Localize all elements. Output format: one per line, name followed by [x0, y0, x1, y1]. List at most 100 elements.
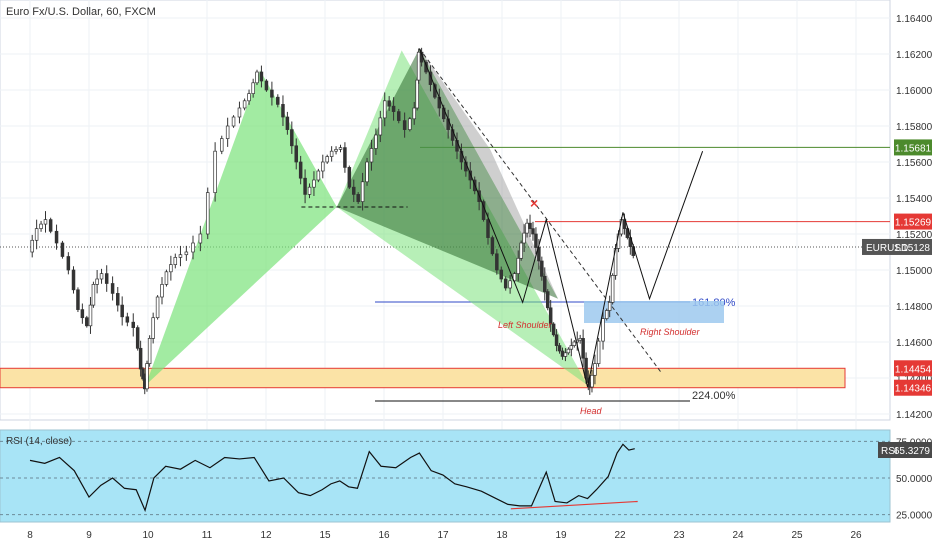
candle-body [415, 79, 419, 109]
candle-body [343, 147, 347, 168]
candle-body [490, 237, 495, 255]
candle-body [34, 228, 39, 241]
current-price-tag-bg [862, 238, 932, 255]
candle-body [537, 247, 541, 262]
rsi-tag-bg [878, 442, 932, 458]
x-tick-label: 15 [319, 530, 331, 541]
head-label: Head [580, 406, 603, 416]
candle-body [91, 284, 96, 306]
candle-body [30, 239, 34, 253]
candle-body [503, 278, 508, 289]
y-tick-label: 1.16000 [896, 86, 932, 97]
candle-body [66, 256, 71, 271]
y-tick-label: 1.15000 [896, 266, 932, 277]
y-tick-label: 1.14600 [896, 338, 932, 349]
rsi-tag-value: 65.3279 [894, 446, 931, 457]
candle-body [402, 120, 407, 130]
rsi-trendline [510, 500, 638, 510]
candle-body [151, 317, 155, 339]
rsi-tag-label: RSI [881, 446, 898, 457]
candle-body [60, 242, 65, 257]
candle-body [365, 161, 369, 183]
x-tick-label: 24 [732, 530, 744, 541]
candle-body [416, 51, 421, 81]
candle-body [125, 316, 130, 323]
candle-body [607, 302, 612, 311]
candle-body [604, 310, 609, 319]
dashed-trendline [418, 48, 662, 373]
rsi-line [29, 443, 635, 513]
x-tick-label: 17 [437, 530, 449, 541]
candle-body [48, 219, 53, 232]
candle-body [120, 304, 124, 318]
main-plot-frame [0, 0, 891, 421]
candle-body [325, 156, 329, 163]
candle-body [155, 296, 160, 319]
candle-body [551, 323, 556, 336]
rsi-title: RSI (14, close) [6, 436, 73, 447]
candle-body [512, 273, 517, 282]
y-tick-label: 1.15800 [896, 122, 932, 133]
y-tick-label: 1.14800 [896, 302, 932, 313]
candle-body [164, 271, 169, 285]
candle-body [198, 233, 203, 244]
candle-body [408, 118, 412, 130]
candle-body [572, 341, 577, 346]
candle-body [316, 170, 321, 181]
candle-body [391, 105, 396, 112]
candle-body [557, 345, 562, 352]
candle-body [213, 150, 217, 193]
candle-body [145, 363, 149, 390]
candle-body [528, 222, 532, 229]
x-marker: × [530, 195, 538, 211]
candle-body [259, 71, 264, 82]
candle-body [321, 161, 325, 172]
candle-body [173, 257, 178, 265]
candle-body [71, 269, 76, 291]
price-tag-label: 1.14454 [895, 364, 932, 375]
candle-body [88, 304, 93, 327]
y-tick-label: 1.15200 [896, 230, 932, 241]
price-tag-bg-3 [894, 379, 932, 396]
price-tag-bg-2 [894, 360, 932, 377]
price-tag-label: 1.14346 [895, 384, 932, 395]
candle-body [255, 71, 259, 84]
candle-body [43, 219, 48, 225]
x-tick-label: 9 [86, 530, 92, 541]
candle-body [281, 104, 285, 118]
bullish-pattern-left [145, 70, 337, 386]
x-tick-label: 8 [27, 530, 33, 541]
price-tag-label: 1.15681 [895, 143, 932, 154]
rsi-tick-label: 50.0000 [896, 474, 932, 485]
candle-body [374, 134, 378, 149]
candle-body [135, 327, 140, 349]
candle-body [225, 125, 230, 139]
candle-body [569, 345, 574, 350]
price-tag-label: 1.15269 [895, 218, 932, 229]
rsi-tick-label: 25.0000 [896, 511, 932, 522]
candle-body [352, 186, 356, 195]
candle-body [540, 260, 544, 277]
candle-body [387, 100, 391, 107]
candle-body [622, 219, 627, 229]
candle-body [220, 138, 224, 152]
candle-body [360, 181, 365, 202]
left-shoulder-label: Left Shoulder [498, 320, 553, 330]
candle-body [601, 318, 605, 342]
support-zone [0, 367, 846, 389]
candle-body [412, 107, 416, 120]
candle-body [369, 148, 374, 163]
candle-body [147, 338, 152, 364]
candle-body [184, 251, 189, 256]
chart-title: Euro Fx/U.S. Dollar, 60, FXCM [6, 6, 156, 18]
candle-body [205, 192, 210, 235]
candle-body [610, 275, 615, 303]
candle-body [516, 257, 520, 274]
x-tick-label: 25 [791, 530, 803, 541]
current-symbol-label: EURUSD [866, 243, 908, 254]
candle-body [596, 340, 601, 364]
candle-body [251, 82, 255, 94]
y-tick-label: 1.15400 [896, 194, 932, 205]
candle-body [99, 273, 104, 280]
candle-body [160, 284, 164, 298]
